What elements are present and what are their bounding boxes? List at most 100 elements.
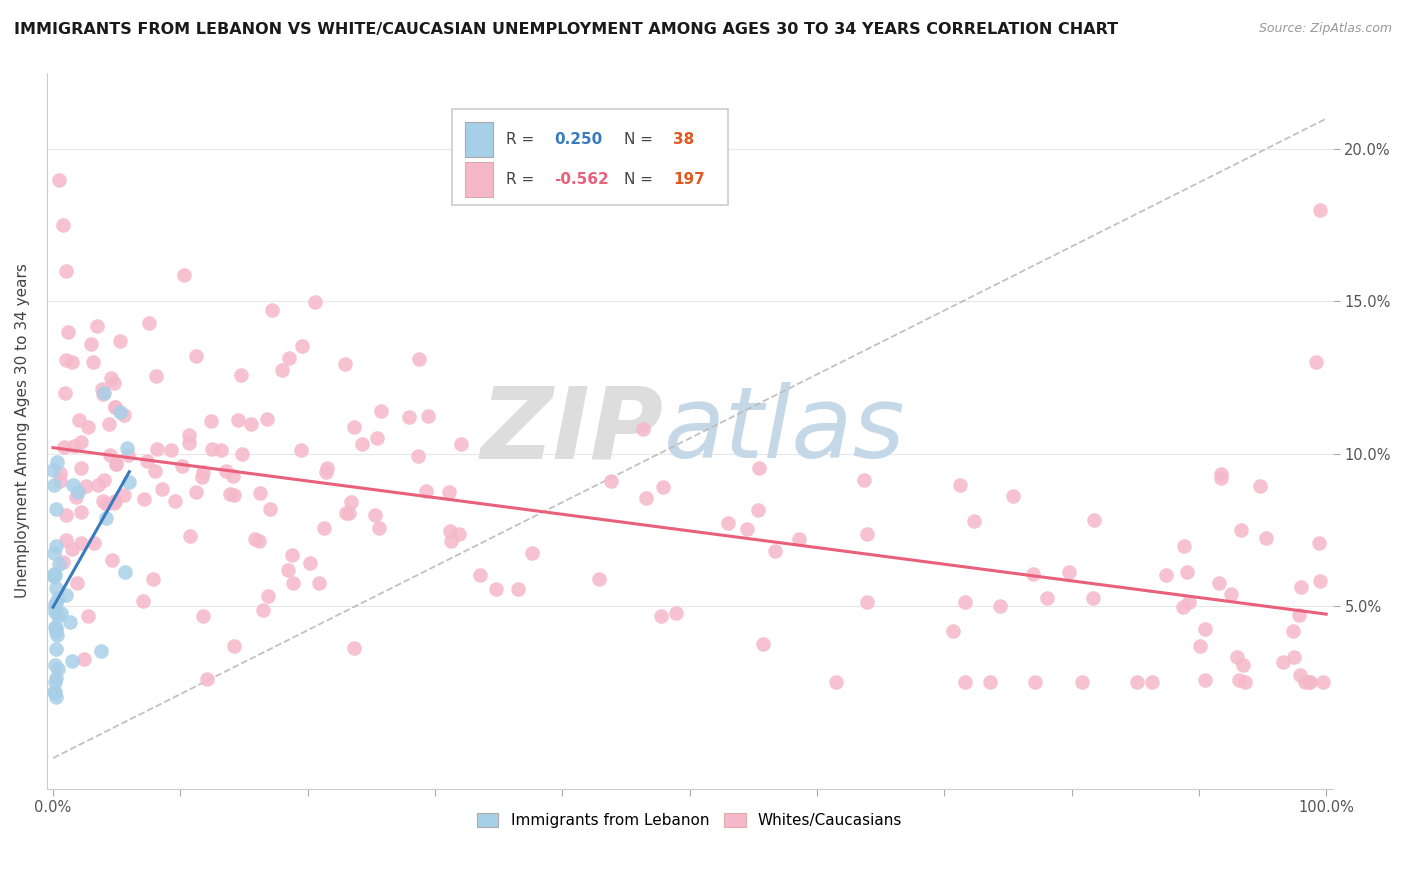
Text: 197: 197 [673,172,704,187]
Whites/Caucasians [650,608,672,623]
Immigrants from Lebanon [93,385,115,400]
Whites/Caucasians [1189,639,1212,653]
Whites/Caucasians [398,410,420,425]
Whites/Caucasians [98,449,121,463]
Whites/Caucasians [1126,675,1149,690]
Whites/Caucasians [103,401,125,415]
Whites/Caucasians [1171,599,1194,614]
Whites/Caucasians [408,351,430,366]
Whites/Caucasians [942,624,965,639]
Whites/Caucasians [1282,649,1305,664]
Whites/Caucasians [55,385,77,400]
Whites/Caucasians [439,524,461,538]
Whites/Caucasians [222,639,245,653]
Immigrants from Lebanon [44,568,66,582]
Immigrants from Lebanon [45,581,67,595]
Whites/Caucasians [437,484,460,499]
Immigrants from Lebanon [45,625,67,640]
Whites/Caucasians [191,608,214,623]
Whites/Caucasians [219,486,242,500]
Immigrants from Lebanon [45,621,67,635]
Text: atlas: atlas [664,383,905,479]
Text: -0.562: -0.562 [554,172,609,187]
Immigrants from Lebanon [60,653,83,667]
Immigrants from Lebanon [45,455,67,469]
Whites/Caucasians [370,404,392,418]
Immigrants from Lebanon [42,567,65,582]
Whites/Caucasians [343,641,366,656]
Whites/Caucasians [280,548,302,562]
Whites/Caucasians [963,514,986,528]
Whites/Caucasians [259,502,281,516]
Whites/Caucasians [70,536,93,550]
Whites/Caucasians [588,572,610,586]
Whites/Caucasians [333,357,356,371]
Whites/Caucasians [748,461,770,475]
Text: R =: R = [506,132,534,147]
Whites/Caucasians [150,482,173,496]
Whites/Caucasians [1226,649,1249,664]
Whites/Caucasians [55,353,77,368]
Whites/Caucasians [100,371,122,385]
Whites/Caucasians [1070,675,1092,690]
Immigrants from Lebanon [49,606,72,620]
Text: Source: ZipAtlas.com: Source: ZipAtlas.com [1258,22,1392,36]
Whites/Caucasians [60,542,83,557]
Text: N =: N = [624,172,652,187]
Whites/Caucasians [335,506,357,520]
Whites/Caucasians [252,603,274,617]
Whites/Caucasians [406,450,429,464]
Whites/Caucasians [953,595,976,609]
Whites/Caucasians [440,533,463,548]
Immigrants from Lebanon [45,502,67,516]
Whites/Caucasians [1309,574,1331,588]
Whites/Caucasians [1305,355,1327,369]
Whites/Caucasians [1294,675,1316,690]
Immigrants from Lebanon [45,628,67,642]
Whites/Caucasians [159,443,181,458]
Immigrants from Lebanon [44,546,66,560]
Whites/Caucasians [215,464,238,478]
Whites/Caucasians [717,516,740,530]
Whites/Caucasians [1220,587,1243,601]
Whites/Caucasians [222,469,245,483]
Whites/Caucasians [415,484,437,499]
Whites/Caucasians [277,563,299,577]
Whites/Caucasians [304,294,326,309]
Whites/Caucasians [240,417,263,432]
Whites/Caucasians [1081,591,1104,605]
Whites/Caucasians [631,422,654,436]
Whites/Caucasians [49,474,72,488]
Whites/Caucasians [143,464,166,478]
Whites/Caucasians [83,536,105,550]
Whites/Caucasians [103,400,125,414]
Immigrants from Lebanon [62,477,84,491]
Whites/Caucasians [1024,675,1046,690]
Whites/Caucasians [636,491,658,505]
Immigrants from Lebanon [44,597,66,611]
Immigrants from Lebanon [44,685,66,699]
Whites/Caucasians [112,488,135,502]
Whites/Caucasians [86,318,108,333]
Whites/Caucasians [1057,566,1080,580]
Whites/Caucasians [1281,624,1303,638]
Immigrants from Lebanon [42,463,65,477]
Whites/Caucasians [449,527,471,541]
Whites/Caucasians [763,544,786,558]
Whites/Caucasians [852,474,875,488]
Whites/Caucasians [55,533,77,547]
Whites/Caucasians [91,382,114,396]
Whites/Caucasians [1298,675,1320,690]
Whites/Caucasians [69,461,91,475]
Whites/Caucasians [52,218,75,232]
Whites/Caucasians [195,672,218,686]
Whites/Caucasians [470,568,492,582]
Whites/Caucasians [184,485,207,500]
Immigrants from Lebanon [42,478,65,492]
Whites/Caucasians [94,497,117,511]
Whites/Caucasians [110,334,132,348]
Whites/Caucasians [256,589,278,603]
Y-axis label: Unemployment Among Ages 30 to 34 years: Unemployment Among Ages 30 to 34 years [15,263,30,599]
Whites/Caucasians [165,493,187,508]
Whites/Caucasians [200,414,222,428]
